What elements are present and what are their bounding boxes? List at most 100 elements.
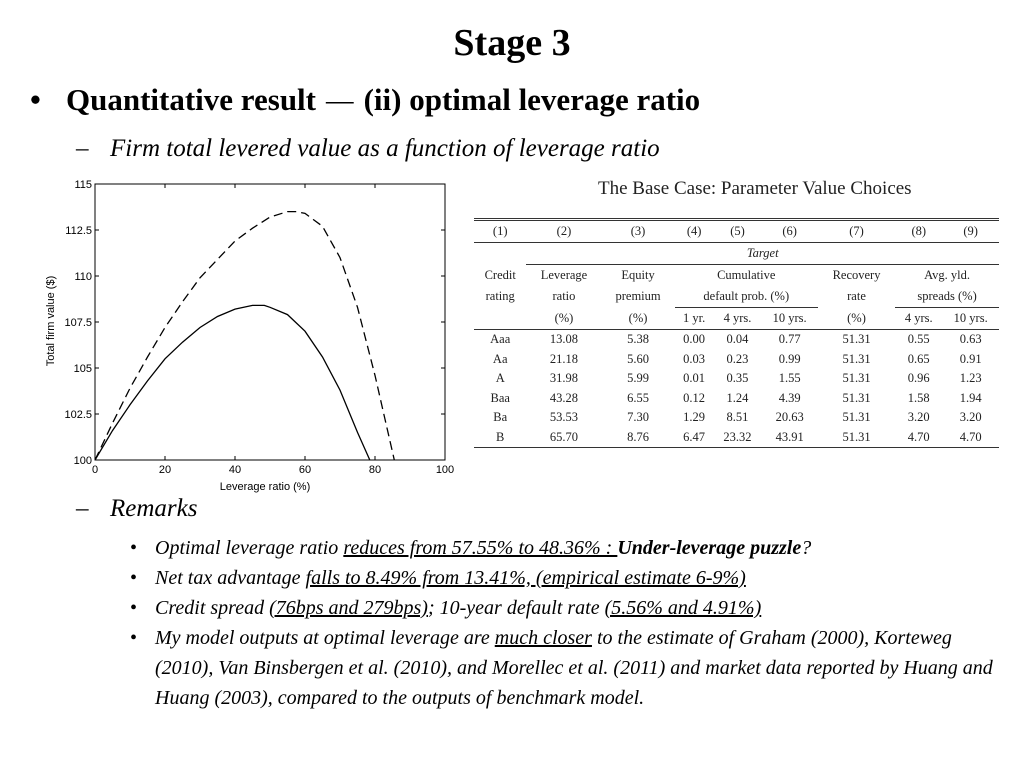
value-cell: 53.53 (549, 410, 579, 424)
value-cell: 5.99 (627, 371, 649, 385)
bullet-text-part1: Quantitative result (66, 82, 316, 117)
value-cell: 0.23 (726, 351, 749, 366)
bullet-dash: — (326, 82, 354, 117)
col-number: (7) (817, 219, 896, 243)
table-row: Aaa 13.08 5.38 0.00 0.04 0.77 51.31 0.55 0.63 (474, 330, 999, 350)
y-tick-label: 110 (74, 271, 92, 283)
value-cell: 0.96 (907, 371, 930, 385)
rating-cell: Aaa (490, 332, 511, 346)
header-1yr: 1 yr. (674, 307, 714, 330)
value-cell: 13.08 (549, 332, 579, 346)
remark-item-leverage: • Optimal leverage ratio reduces from 57… (130, 533, 1010, 563)
sub-bullet-text: Remarks (110, 495, 198, 522)
remark-underlined: falls to 8.49% from 13.41%, (empirical e… (305, 567, 746, 589)
target-label: Target (526, 242, 999, 265)
y-tick-label: 107.5 (64, 317, 92, 329)
value-cell: 4.70 (907, 429, 930, 444)
value-cell: 0.12 (683, 390, 706, 405)
header-eq-unit: (%) (601, 307, 675, 330)
remarks-list: • Optimal leverage ratio reduces from 57… (130, 533, 1010, 713)
column-number-row: (1) (2) (3) (4) (5) (6) (7) (8) (9) (474, 219, 999, 243)
rating-cell: Ba (493, 410, 508, 424)
value-cell: 20.63 (775, 410, 804, 424)
main-bullet: • Quantitative result — (ii) optimal levera… (30, 80, 700, 120)
table-row: Ba 53.53 7.30 1.29 8.51 20.63 51.31 3.20 3.20 (474, 408, 999, 428)
value-cell: 6.55 (627, 390, 649, 405)
col-number: (3) (601, 219, 675, 243)
remark-underlined: reduces from 57.55% to 48.36% : (343, 537, 618, 559)
value-cell: 51.31 (842, 332, 871, 346)
value-cell: 5.60 (627, 351, 649, 366)
value-cell: 1.55 (778, 371, 801, 385)
table-row: Baa 43.28 6.55 0.12 1.24 4.39 51.31 1.58 1.94 (474, 389, 999, 409)
x-tick-label: 0 (92, 464, 98, 476)
header-ratio: ratio (552, 289, 576, 304)
remark-text: Optimal leverage ratio (155, 537, 344, 559)
value-cell: 51.31 (842, 410, 871, 424)
value-cell: 0.01 (683, 371, 706, 385)
sub-bullet-firm-value: – Firm total levered value as a function … (76, 133, 660, 165)
header-row-3: (%) (%) 1 yr. 4 yrs. 10 yrs. (%) 4 yrs. … (474, 307, 999, 330)
remark-text: to the estimate of Graham (2000), Kortew… (155, 627, 993, 709)
dashed-series-line (94, 210, 395, 461)
value-cell: 0.65 (907, 351, 930, 366)
value-cell: 0.04 (726, 332, 749, 346)
remark-item-tax: • Net tax advantage falls to 8.49% from … (130, 563, 1010, 593)
value-cell: 8.76 (627, 429, 649, 444)
value-cell: 3.20 (959, 410, 982, 424)
value-cell: 1.29 (683, 410, 706, 424)
value-cell: 0.35 (726, 371, 749, 385)
value-cell: 0.00 (683, 332, 706, 346)
remark-marker: • (130, 537, 138, 559)
table-caption: The Base Case: Parameter Value Choices (598, 178, 912, 199)
col-number: (1) (474, 219, 527, 243)
y-tick-label: 112.5 (65, 225, 92, 237)
rating-cell: Baa (490, 390, 510, 405)
header-recovery: Recovery (832, 268, 881, 282)
sub-bullet-remarks: – Remarks (76, 493, 197, 525)
header-spread-10yrs: 10 yrs. (942, 307, 999, 330)
y-tick-label: 100 (74, 455, 92, 467)
value-cell: 0.77 (778, 332, 801, 346)
value-cell: 21.18 (549, 351, 579, 366)
remark-text: ? (801, 537, 812, 559)
header-spread-4yrs: 4 yrs. (895, 307, 943, 330)
value-cell: 23.32 (723, 429, 752, 444)
value-cell: 51.31 (842, 390, 871, 405)
col-number: (5) (713, 219, 762, 243)
col-number: (4) (674, 219, 714, 243)
header-spreads: spreads (%) (895, 286, 999, 308)
remark-text: My model outputs at optimal leverage are (155, 627, 495, 649)
value-cell: 0.99 (778, 351, 801, 366)
header-4yrs: 4 yrs. (713, 307, 762, 330)
x-tick-label: 20 (159, 464, 171, 476)
header-row-1: Credit Leverage Equity Cumulative Recove… (474, 265, 999, 287)
remark-marker: • (130, 567, 138, 589)
table-body: Aaa 13.08 5.38 0.00 0.04 0.77 51.31 0.55 0.63 Aa 2… (474, 330, 999, 448)
remark-underlined: much closer (494, 627, 592, 649)
col-number: (9) (942, 219, 999, 243)
table-row: B 65.70 8.76 6.47 23.32 43.91 51.31 4.70 4.70 (474, 428, 999, 448)
x-tick-label: 60 (299, 464, 311, 476)
remark-text: Credit spread (155, 597, 270, 619)
rating-cell: A (495, 371, 505, 385)
col-number: (2) (526, 219, 602, 243)
rating-cell: B (496, 429, 505, 444)
value-cell: 65.70 (549, 429, 579, 444)
header-leverage: Leverage (540, 268, 588, 282)
value-cell: 6.47 (683, 429, 706, 444)
value-cell: 0.91 (959, 351, 982, 366)
table-row: A 31.98 5.99 0.01 0.35 1.55 51.31 0.96 1.23 (474, 369, 999, 389)
header-default-prob: default prob. (%) (674, 286, 818, 308)
value-cell: 0.03 (683, 351, 706, 366)
value-cell: 1.24 (726, 390, 749, 405)
sub-bullet-marker: – (76, 495, 89, 522)
header-lev-unit: (%) (526, 307, 602, 330)
firm-value-chart: 0 20 40 60 80 100 100 102.5 105 107.5 110 112.5 115 … (40, 172, 470, 498)
col-number: (8) (895, 219, 943, 243)
table-row: Aa 21.18 5.60 0.03 0.23 0.99 51.31 0.65 0.91 (474, 350, 999, 370)
header-rating: rating (485, 289, 515, 304)
value-cell: 43.91 (775, 429, 804, 444)
header-premium: premium (615, 289, 661, 304)
remark-marker: • (130, 627, 138, 649)
